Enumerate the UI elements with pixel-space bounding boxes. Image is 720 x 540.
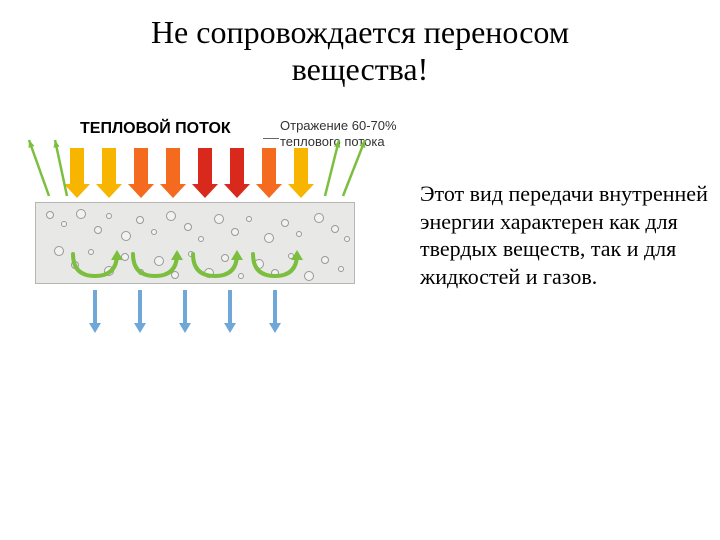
arrows-svg	[25, 120, 405, 400]
slide-title: Не сопровождается переносом вещества!	[0, 0, 720, 88]
description-paragraph: Этот вид передачи внутренней энергии хар…	[420, 180, 710, 290]
title-line-2: вещества!	[292, 51, 429, 87]
title-line-1: Не сопровождается переносом	[151, 14, 569, 50]
heat-diagram: ТЕПЛОВОЙ ПОТОК Отражение 60-70% тепловог…	[25, 120, 405, 400]
